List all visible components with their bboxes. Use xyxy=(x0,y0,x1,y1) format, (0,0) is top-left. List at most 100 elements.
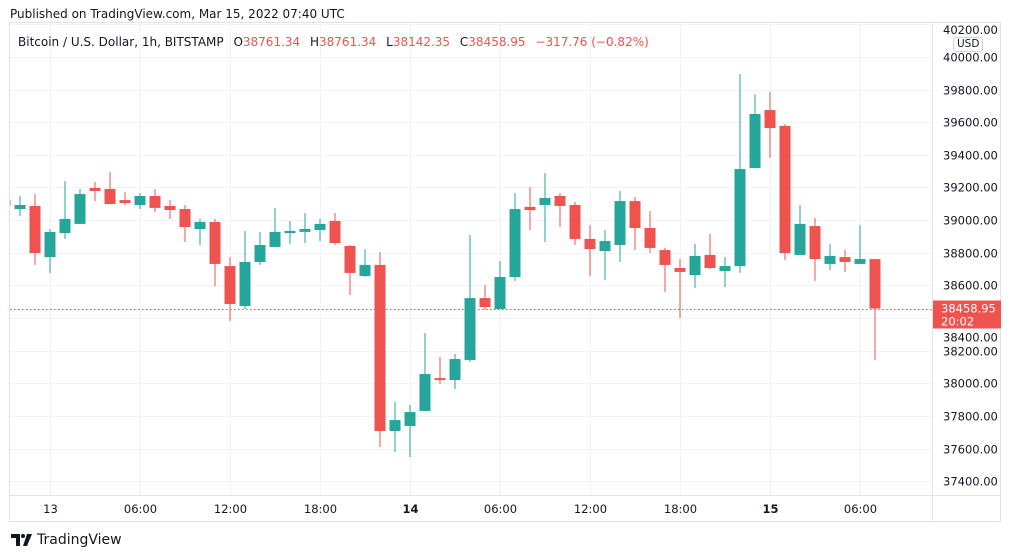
candle-down xyxy=(329,212,341,245)
price-tick-label: 38400.00 xyxy=(943,331,998,345)
candle-down xyxy=(704,234,716,269)
candle-body xyxy=(29,205,41,253)
time-tick-label: 14 xyxy=(402,502,418,516)
candle-up xyxy=(194,219,206,245)
candle-up xyxy=(299,212,311,244)
candle-body xyxy=(14,204,26,210)
candle-body xyxy=(119,200,131,204)
candles xyxy=(10,73,881,457)
candle-body xyxy=(719,266,731,271)
candle-body xyxy=(104,188,116,204)
candle-body xyxy=(254,244,266,262)
high-label: H xyxy=(310,35,320,49)
close-value: 38458.95 xyxy=(468,35,526,49)
price-tick-label: 37600.00 xyxy=(943,443,998,457)
price-tick-label: 38000.00 xyxy=(943,377,998,391)
candle-body xyxy=(434,378,446,381)
candle-down xyxy=(554,193,566,228)
candle-body xyxy=(419,374,431,411)
price-tick-label: 38600.00 xyxy=(943,279,998,293)
candle-up xyxy=(794,204,806,255)
candle-body xyxy=(464,298,476,360)
candle-body xyxy=(44,231,56,258)
candle-body xyxy=(599,241,611,252)
candle-down xyxy=(839,250,851,272)
candle-down xyxy=(479,285,491,310)
candle-body xyxy=(779,125,791,253)
price-tick-label: 38800.00 xyxy=(943,247,998,261)
candle-down xyxy=(119,192,131,205)
grid xyxy=(10,23,932,495)
candle-up xyxy=(734,73,746,273)
candle-body xyxy=(734,169,746,267)
candle-up xyxy=(449,353,461,390)
close-label: C xyxy=(459,35,469,49)
candle-down xyxy=(374,252,386,448)
candle-down xyxy=(29,194,41,265)
candle-body xyxy=(10,200,11,206)
tradingview-logo[interactable]: TradingView xyxy=(11,532,122,548)
candle-up xyxy=(494,260,506,310)
candle-up xyxy=(614,190,626,262)
candle-body xyxy=(209,221,221,264)
candle-body xyxy=(284,230,296,234)
candle-down xyxy=(524,187,536,230)
candle-up xyxy=(269,207,281,247)
low-value: 38142.35 xyxy=(392,35,451,49)
candle-up xyxy=(749,94,761,169)
candle-body xyxy=(584,238,596,250)
candle-body xyxy=(854,259,866,264)
candle-body xyxy=(479,298,491,308)
price-tick-label: 39200.00 xyxy=(943,181,998,195)
candle-up xyxy=(509,193,521,281)
time-tick-label: 12:00 xyxy=(214,502,247,516)
candle-up xyxy=(404,405,416,457)
candle-body xyxy=(59,219,71,234)
time-tick-label: 06:00 xyxy=(484,502,517,516)
candle-up xyxy=(854,225,866,264)
candle-body xyxy=(494,277,506,310)
candle-body xyxy=(239,261,251,307)
candle-down xyxy=(10,200,11,206)
candle-up xyxy=(464,235,476,362)
candle-up xyxy=(14,195,26,216)
candle-body xyxy=(749,113,761,169)
price-axis[interactable]: 37400.00 37600.00 37800.00 38000.00 38200.00… xyxy=(943,23,998,489)
candle-up xyxy=(719,257,731,287)
time-tick-label: 18:00 xyxy=(304,502,337,516)
symbol-legend: Bitcoin / U.S. Dollar, 1h, BITSTAMP O387… xyxy=(18,35,649,49)
candle-down xyxy=(809,218,821,281)
time-tick-label: 12:00 xyxy=(574,502,607,516)
candle-up xyxy=(824,244,836,270)
currency-button[interactable]: USD xyxy=(953,37,984,52)
price-tick-label: 40000.00 xyxy=(943,51,998,65)
candle-down xyxy=(659,247,671,293)
candle-body xyxy=(524,206,536,211)
last-price-label: 38458.95 20:02 xyxy=(933,300,1001,329)
candle-up xyxy=(44,228,56,273)
price-tick-label: 39800.00 xyxy=(943,84,998,98)
candle-down xyxy=(89,181,101,202)
candle-body xyxy=(809,226,821,260)
candle-down xyxy=(209,219,221,286)
time-tick-label: 15 xyxy=(762,502,778,516)
candle-body xyxy=(839,257,851,262)
candle-body xyxy=(194,221,206,229)
candle-down xyxy=(164,200,176,220)
candle-body xyxy=(449,358,461,381)
candle-body xyxy=(764,110,776,129)
time-tick-label: 06:00 xyxy=(124,502,157,516)
time-axis[interactable]: 13 06:00 12:00 18:00 14 06:00 12:00 18:00 15 06:0… xyxy=(43,502,877,516)
candle-up xyxy=(59,180,71,239)
candle-up xyxy=(134,193,146,210)
candle-body xyxy=(704,254,716,269)
candle-up xyxy=(254,231,266,265)
price-tick-label: 39000.00 xyxy=(943,214,998,228)
candle-down xyxy=(584,225,596,277)
time-tick-label: 06:00 xyxy=(844,502,877,516)
price-tick-label: 38200.00 xyxy=(943,345,998,359)
price-tick-label: 40200.00 xyxy=(943,23,998,37)
candle-body xyxy=(329,220,341,244)
candle-up xyxy=(359,249,371,278)
